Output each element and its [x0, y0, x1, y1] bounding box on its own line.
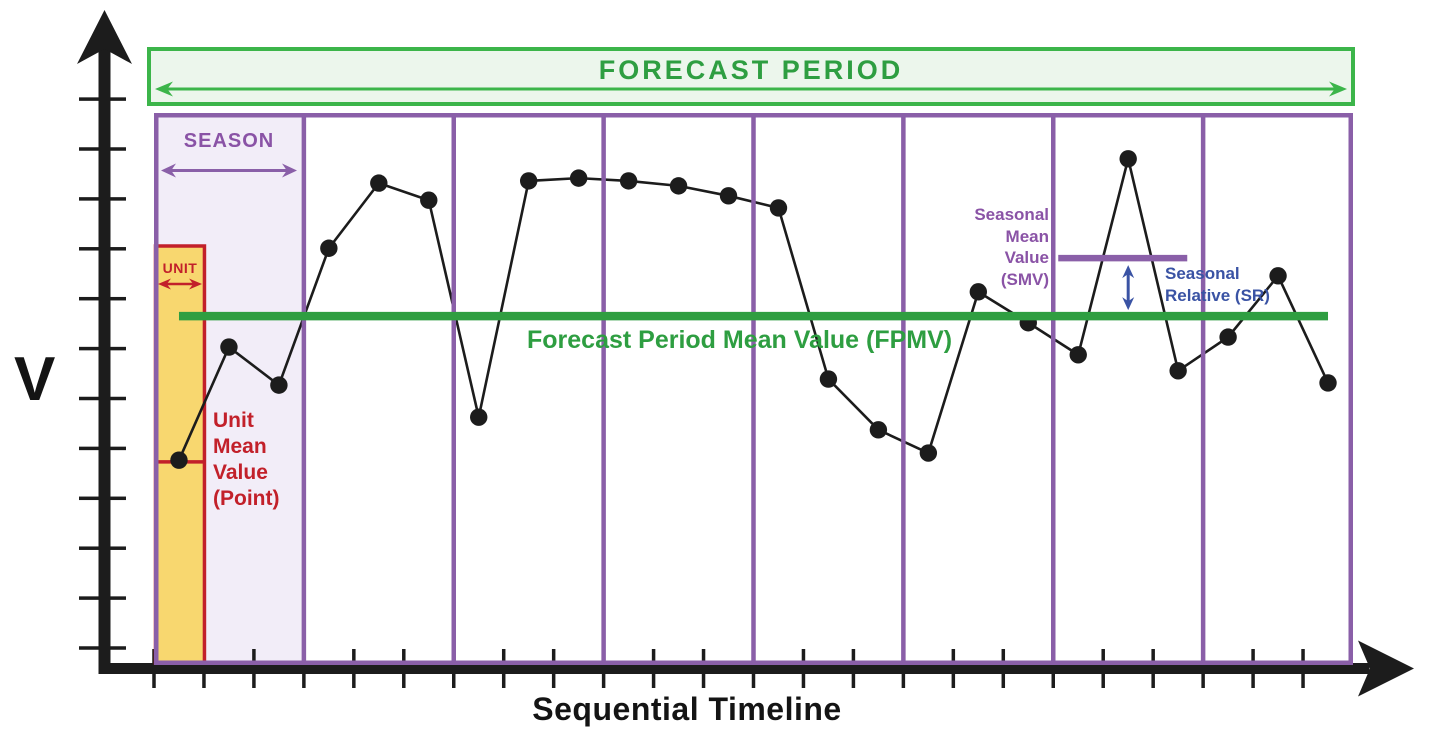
x-axis-tick [701, 649, 706, 688]
unit-mean-value-line: Value [213, 461, 268, 484]
data-point [370, 174, 388, 192]
x-axis-tick [352, 649, 356, 688]
forecast-period-arrowhead-left [155, 81, 173, 97]
smv-label-line: (SMV) [1000, 269, 1049, 289]
unit-mean-value-label: Unit Mean Value (Point) [213, 408, 279, 512]
y-axis-tick [79, 646, 126, 650]
x-axis-tick [651, 649, 656, 688]
data-point [1169, 362, 1187, 380]
x-axis-tick [1001, 649, 1006, 688]
data-point [320, 239, 338, 257]
data-point [569, 169, 588, 187]
y-axis-tick [79, 247, 126, 251]
unit-width-arrowhead-left [158, 278, 171, 290]
data-point [1319, 374, 1337, 392]
y-axis-arrowhead [77, 10, 132, 64]
data-point [719, 187, 738, 205]
y-axis-tick [79, 147, 126, 151]
smv-label-line: Value [1004, 248, 1049, 267]
x-axis-tick [1301, 649, 1305, 688]
x-axis-tick [851, 649, 856, 688]
unit-label: UNIT [162, 260, 198, 276]
x-axis-title: Sequential Timeline [532, 691, 842, 727]
data-point [619, 172, 638, 190]
forecast-period-banner [147, 47, 1355, 106]
forecast-period-arrowhead-right [1329, 81, 1347, 97]
x-axis-tick [601, 649, 606, 688]
data-point [1269, 267, 1287, 285]
x-axis-tick [1101, 649, 1105, 688]
data-point [969, 283, 988, 301]
unit-mean-value-line: Unit [213, 409, 254, 432]
seasonal-relative-line: Seasonal [1165, 264, 1240, 283]
smv-label-line: Mean [1005, 226, 1049, 246]
y-axis-tick [79, 396, 126, 401]
x-axis-tick [452, 649, 456, 688]
y-axis-line [98, 45, 111, 674]
x-axis-tick [402, 649, 406, 688]
fpmv-label: Forecast Period Mean Value (FPMV) [527, 326, 953, 354]
season-width-arrowhead-right [282, 163, 297, 178]
x-axis-arrowhead [1358, 640, 1414, 697]
seasonal-relative-label: Seasonal Relative (SR) [1165, 263, 1270, 306]
season-label: SEASON [183, 130, 275, 152]
y-axis-tick [79, 346, 126, 351]
y-axis-title: V [14, 345, 56, 414]
y-axis-tick [79, 546, 126, 550]
y-axis-tick [79, 496, 126, 501]
x-axis-tick [152, 649, 156, 688]
x-axis-tick [1051, 649, 1055, 688]
data-point [1119, 150, 1137, 168]
y-axis-tick [79, 296, 126, 301]
data-point [420, 191, 438, 209]
x-axis-tick [252, 649, 256, 688]
smv-label: Seasonal Mean Value (SMV) [935, 204, 1049, 290]
data-point [470, 408, 488, 426]
data-point [869, 421, 888, 439]
seasonal-relative-line: Relative (SR) [1165, 285, 1270, 305]
seasonal-relative-arrowhead-up [1122, 265, 1135, 279]
data-point [1069, 346, 1087, 364]
data-point [669, 177, 688, 195]
smv-label-line: Seasonal [974, 205, 1049, 224]
x-axis-tick [801, 649, 806, 688]
data-point [1219, 328, 1237, 346]
y-axis-tick [79, 197, 126, 201]
x-axis-tick [951, 649, 956, 688]
x-axis-tick [901, 649, 906, 688]
data-point [919, 444, 938, 462]
x-axis-tick [202, 649, 206, 688]
unit-width-arrowhead-right [189, 278, 202, 290]
unit-mean-value-line: (Point) [213, 487, 280, 510]
y-axis-tick [79, 97, 126, 101]
x-axis-tick [751, 649, 756, 688]
data-point [220, 338, 238, 356]
x-axis-line [98, 663, 1370, 674]
x-axis-tick [302, 649, 306, 688]
y-axis-tick [79, 596, 126, 600]
unit-mean-value-line: Mean [213, 435, 267, 458]
x-axis-tick [1151, 649, 1155, 688]
x-axis-tick [1201, 649, 1205, 688]
y-axis-tick [79, 446, 126, 451]
data-point [270, 376, 288, 394]
data-point [769, 199, 788, 217]
forecast-period-label: FORECAST PERIOD [598, 55, 904, 85]
data-point [819, 370, 838, 388]
seasonal-relative-arrowhead-down [1122, 297, 1135, 311]
data-point [170, 451, 188, 469]
season-width-arrowhead-left [161, 163, 176, 178]
x-axis-tick [551, 649, 556, 688]
x-axis-tick [501, 649, 506, 688]
x-axis-tick [1251, 649, 1255, 688]
data-point [519, 172, 538, 190]
